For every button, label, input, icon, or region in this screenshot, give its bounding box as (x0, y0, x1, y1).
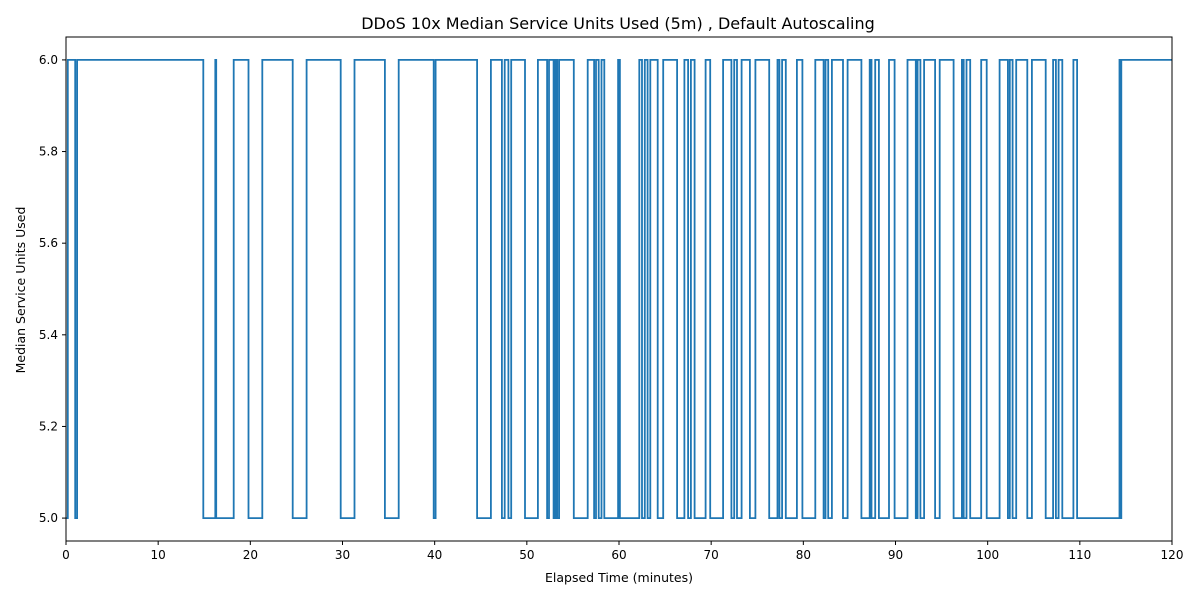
y-tick-label: 5.6 (39, 236, 58, 250)
series-line-0 (66, 59, 1172, 519)
x-tick-label: 90 (888, 548, 903, 562)
x-tick-label: 80 (796, 548, 811, 562)
x-tick-label: 10 (151, 548, 166, 562)
x-axis-label: Elapsed Time (minutes) (545, 570, 693, 585)
y-tick-label: 5.8 (39, 145, 58, 159)
x-tick-label: 40 (427, 548, 442, 562)
x-tick-label: 60 (611, 548, 626, 562)
x-tick-label: 0 (62, 548, 70, 562)
x-tick-label: 120 (1161, 548, 1184, 562)
x-tick-label: 20 (243, 548, 258, 562)
x-tick-label: 110 (1068, 548, 1091, 562)
y-axis-label: Median Service Units Used (13, 207, 28, 374)
y-tick-label: 5.4 (39, 328, 58, 342)
chart-title: DDoS 10x Median Service Units Used (5m) … (361, 14, 875, 33)
x-tick-label: 30 (335, 548, 350, 562)
plot-frame (65, 36, 1173, 542)
plot-area (66, 59, 1172, 519)
y-axis: 5.0 5.2 5.4 5.6 5.8 6.0 (39, 53, 66, 525)
x-axis: 0 10 20 30 40 50 60 70 80 90 100 110 120 (62, 541, 1183, 562)
x-tick-label: 50 (519, 548, 534, 562)
x-tick-label: 100 (976, 548, 999, 562)
y-tick-label: 5.0 (39, 511, 58, 525)
x-tick-label: 70 (704, 548, 719, 562)
y-tick-label: 6.0 (39, 53, 58, 67)
y-tick-label: 5.2 (39, 419, 58, 433)
